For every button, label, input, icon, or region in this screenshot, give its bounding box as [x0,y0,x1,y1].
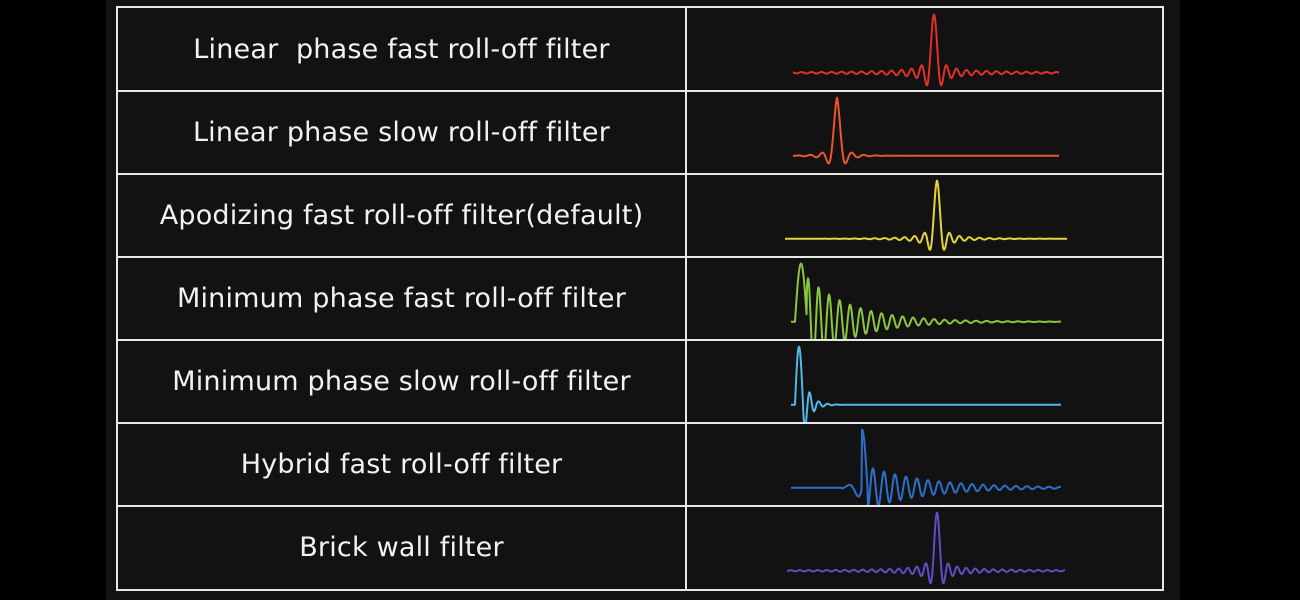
impulse-response-waveform-icon [687,257,1162,340]
impulse-response-waveform-icon [687,8,1162,91]
filter-label: Linear phase slow roll-off filter [192,117,611,148]
filter-table: Linear phase fast roll-off filter Linear … [116,6,1164,591]
impulse-response-waveform-icon [687,340,1162,423]
row-divider [118,173,1162,175]
column-divider [685,8,687,589]
waveform-line [790,262,1062,340]
waveform-svg [792,13,1060,87]
filter-label: Brick wall filter [299,532,504,563]
impulse-response-waveform-icon [687,506,1162,589]
impulse-response-waveform-icon [687,423,1162,506]
waveform-svg [786,511,1066,585]
filter-label: Minimum phase slow roll-off filter [172,366,631,397]
impulse-response-waveform-icon [687,174,1162,257]
row-divider [118,256,1162,258]
waveform-line [784,179,1068,251]
waveform-svg [792,96,1060,165]
waveform-line [786,511,1066,585]
waveform-svg [790,428,1062,506]
filter-label: Linear phase fast roll-off filter [193,34,610,65]
filter-label: Apodizing fast roll-off filter(default) [159,200,644,231]
waveform-svg [790,345,1062,423]
row-divider [118,505,1162,507]
filter-label: Hybrid fast roll-off filter [240,449,563,480]
row-divider [118,90,1162,92]
row-divider [118,422,1162,424]
waveform-line [792,13,1060,87]
row-divider [118,339,1162,341]
impulse-response-waveform-icon [687,91,1162,174]
waveform-line [792,96,1060,165]
waveform-line [790,345,1062,423]
waveform-svg [790,262,1062,340]
waveform-line [790,428,1062,506]
waveform-svg [784,179,1068,251]
background-panel [106,0,1180,600]
filter-label: Minimum phase fast roll-off filter [176,283,627,314]
